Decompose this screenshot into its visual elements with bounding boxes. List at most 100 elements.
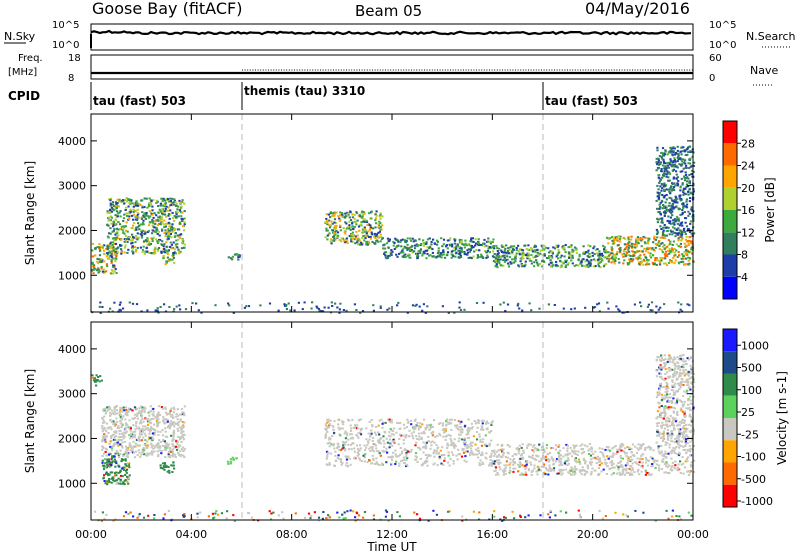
scatter-cell	[120, 460, 123, 463]
scatter-cell	[671, 169, 674, 172]
scatter-cell	[334, 233, 337, 236]
scatter-cell	[403, 458, 406, 461]
scatter-cell	[392, 433, 395, 436]
scatter-cell	[349, 219, 353, 221]
scatter-cell	[443, 454, 446, 456]
scatter-cell	[675, 177, 678, 180]
scatter-cell	[553, 247, 557, 250]
scatter-cell	[344, 215, 347, 218]
scatter-cell	[97, 262, 100, 265]
scatter-cell	[342, 440, 345, 443]
scatter-cell	[564, 460, 567, 463]
scatter-cell	[128, 407, 131, 410]
scatter-cell	[169, 204, 172, 207]
scatter-cell	[124, 199, 127, 201]
scatter-cell	[555, 260, 558, 263]
scatter-cell	[544, 246, 547, 249]
scatter-cell	[679, 170, 682, 173]
scatter-cell	[669, 158, 672, 161]
scatter-cell	[179, 437, 182, 440]
scatter-cell	[663, 210, 667, 213]
scatter-cell	[128, 201, 131, 204]
scatter-cell	[504, 251, 507, 254]
scatter-cell	[416, 256, 419, 259]
scatter-cell	[618, 471, 621, 474]
scatter-cell	[678, 196, 681, 199]
scatter-cell	[137, 216, 140, 219]
scatter-cell	[493, 470, 496, 473]
scatter-cell	[169, 197, 172, 200]
scatter-cell	[139, 430, 142, 433]
scatter-cell	[475, 448, 478, 451]
scatter-cell	[657, 188, 660, 191]
scatter-cell	[517, 250, 520, 253]
scatter-cell	[671, 243, 674, 246]
scatter-cell	[111, 241, 115, 244]
scatter-cell	[688, 167, 691, 169]
scatter-cell	[688, 212, 691, 215]
scatter-cell	[679, 472, 682, 474]
scatter-cell	[376, 440, 380, 443]
scatter-cell	[437, 249, 440, 252]
scatter-cell	[522, 451, 525, 454]
scatter-cell	[465, 446, 468, 449]
scatter-cell	[168, 200, 171, 203]
scatter-cell	[446, 254, 449, 257]
scatter-cell	[437, 422, 441, 425]
scatter-cell	[636, 470, 639, 473]
scatter-cell	[394, 463, 397, 465]
scatter-cell	[683, 227, 686, 230]
scatter-cell	[338, 428, 341, 431]
scatter-cell	[443, 459, 446, 462]
scatter-cell	[348, 216, 351, 219]
scatter-cell	[607, 254, 611, 257]
scatter-cell	[178, 199, 181, 202]
scatter-cell	[549, 250, 552, 253]
scatter-cell	[112, 443, 116, 446]
scatter-cell	[121, 441, 124, 444]
scatter-cell	[502, 251, 505, 254]
scatter-cell	[583, 265, 586, 267]
scatter-cell	[372, 457, 375, 460]
scatter-cell	[676, 182, 679, 185]
scatter-cell	[662, 158, 665, 161]
scatter-cell	[425, 459, 428, 462]
scatter-cell	[670, 212, 673, 215]
scatter-cell	[583, 444, 586, 447]
scatter-cell	[163, 243, 166, 246]
scatter-cell	[551, 447, 555, 450]
scatter-cell	[390, 458, 394, 461]
scatter-cell	[673, 223, 676, 226]
scatter-cell	[679, 233, 682, 235]
scatter-cell	[664, 201, 667, 204]
scatter-cell	[673, 153, 676, 156]
scatter-cell	[359, 311, 362, 314]
scatter-cell	[688, 159, 691, 161]
scatter-cell	[334, 454, 337, 457]
scatter-cell	[510, 262, 513, 265]
scatter-cell	[353, 226, 356, 228]
scatter-cell	[469, 444, 473, 447]
scatter-cell	[525, 463, 528, 466]
scatter-cell	[492, 245, 495, 248]
scatter-cell	[138, 437, 141, 440]
scatter-cell	[119, 416, 122, 419]
scatter-cell	[618, 465, 621, 468]
scatter-cell	[559, 462, 562, 465]
scatter-cell	[345, 441, 348, 443]
scatter-cell	[660, 468, 663, 470]
scatter-cell	[575, 251, 578, 254]
scatter-cell	[102, 272, 105, 274]
scatter-cell	[672, 446, 675, 449]
scatter-cell	[343, 239, 346, 242]
scatter-cell	[567, 246, 570, 249]
scatter-cell	[140, 409, 144, 412]
scatter-cell	[148, 224, 151, 227]
scatter-cell	[365, 232, 368, 235]
scatter-cell	[662, 230, 665, 233]
scatter-cell	[621, 311, 624, 314]
scatter-cell	[347, 213, 350, 216]
scatter-cell	[117, 424, 120, 427]
scatter-cell	[386, 237, 390, 240]
scatter-cell	[452, 442, 455, 445]
